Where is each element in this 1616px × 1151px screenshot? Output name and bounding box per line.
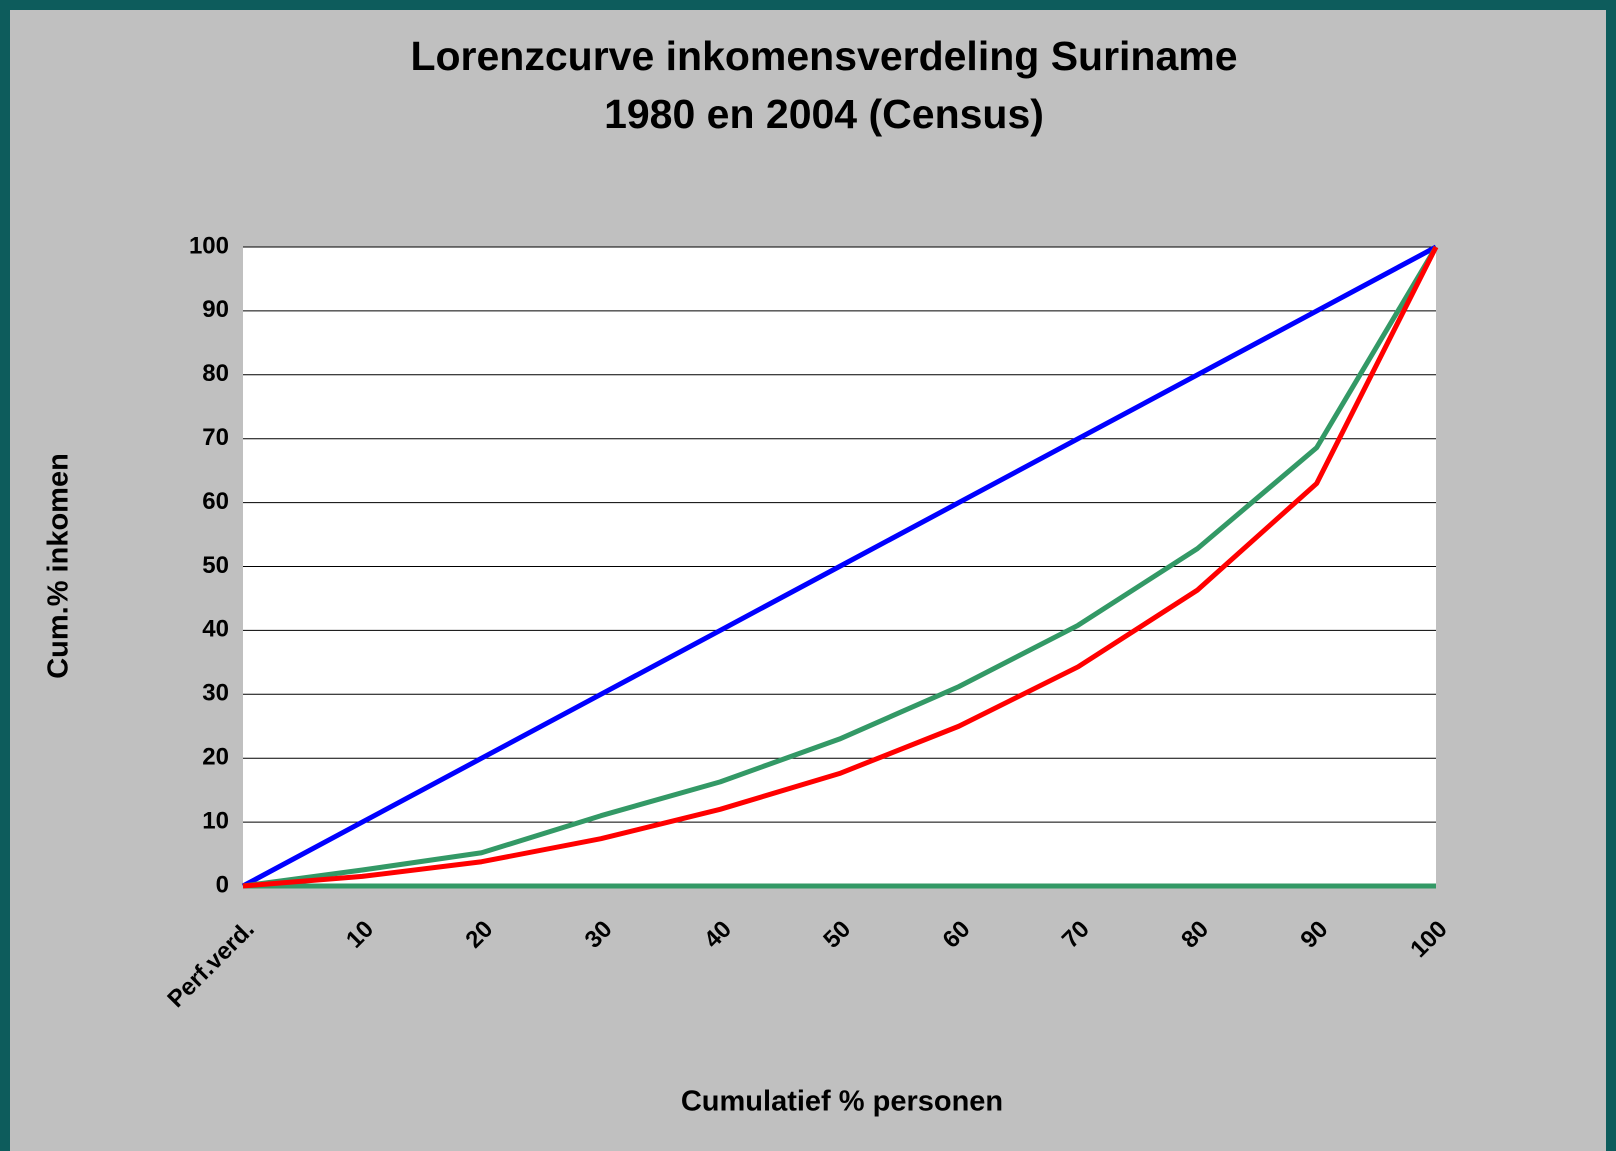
- y-tick-label: 80: [202, 360, 229, 387]
- y-tick-label: 10: [202, 807, 229, 834]
- y-tick-label: 20: [202, 744, 229, 771]
- y-tick-label: 70: [202, 424, 229, 451]
- line-series: [241, 244, 1438, 889]
- chart-title: Lorenzcurve inkomensverdeling Suriname: [410, 33, 1237, 79]
- y-tick-label: 60: [202, 488, 229, 515]
- y-tick-label: 40: [202, 616, 229, 643]
- y-tick-label: 0: [216, 871, 229, 898]
- line-series: [242, 245, 1439, 889]
- y-tick-label: 90: [202, 296, 229, 323]
- y-tick-label: 100: [189, 232, 229, 259]
- line-series: [242, 245, 1439, 889]
- x-axis-label: Cumulatief % personen: [681, 1086, 1003, 1118]
- chart-title: 1980 en 2004 (Census): [604, 91, 1044, 137]
- y-tick-label: 30: [202, 680, 229, 707]
- y-axis-label: Cum.% inkomen: [43, 453, 75, 679]
- y-tick-label: 50: [202, 552, 229, 579]
